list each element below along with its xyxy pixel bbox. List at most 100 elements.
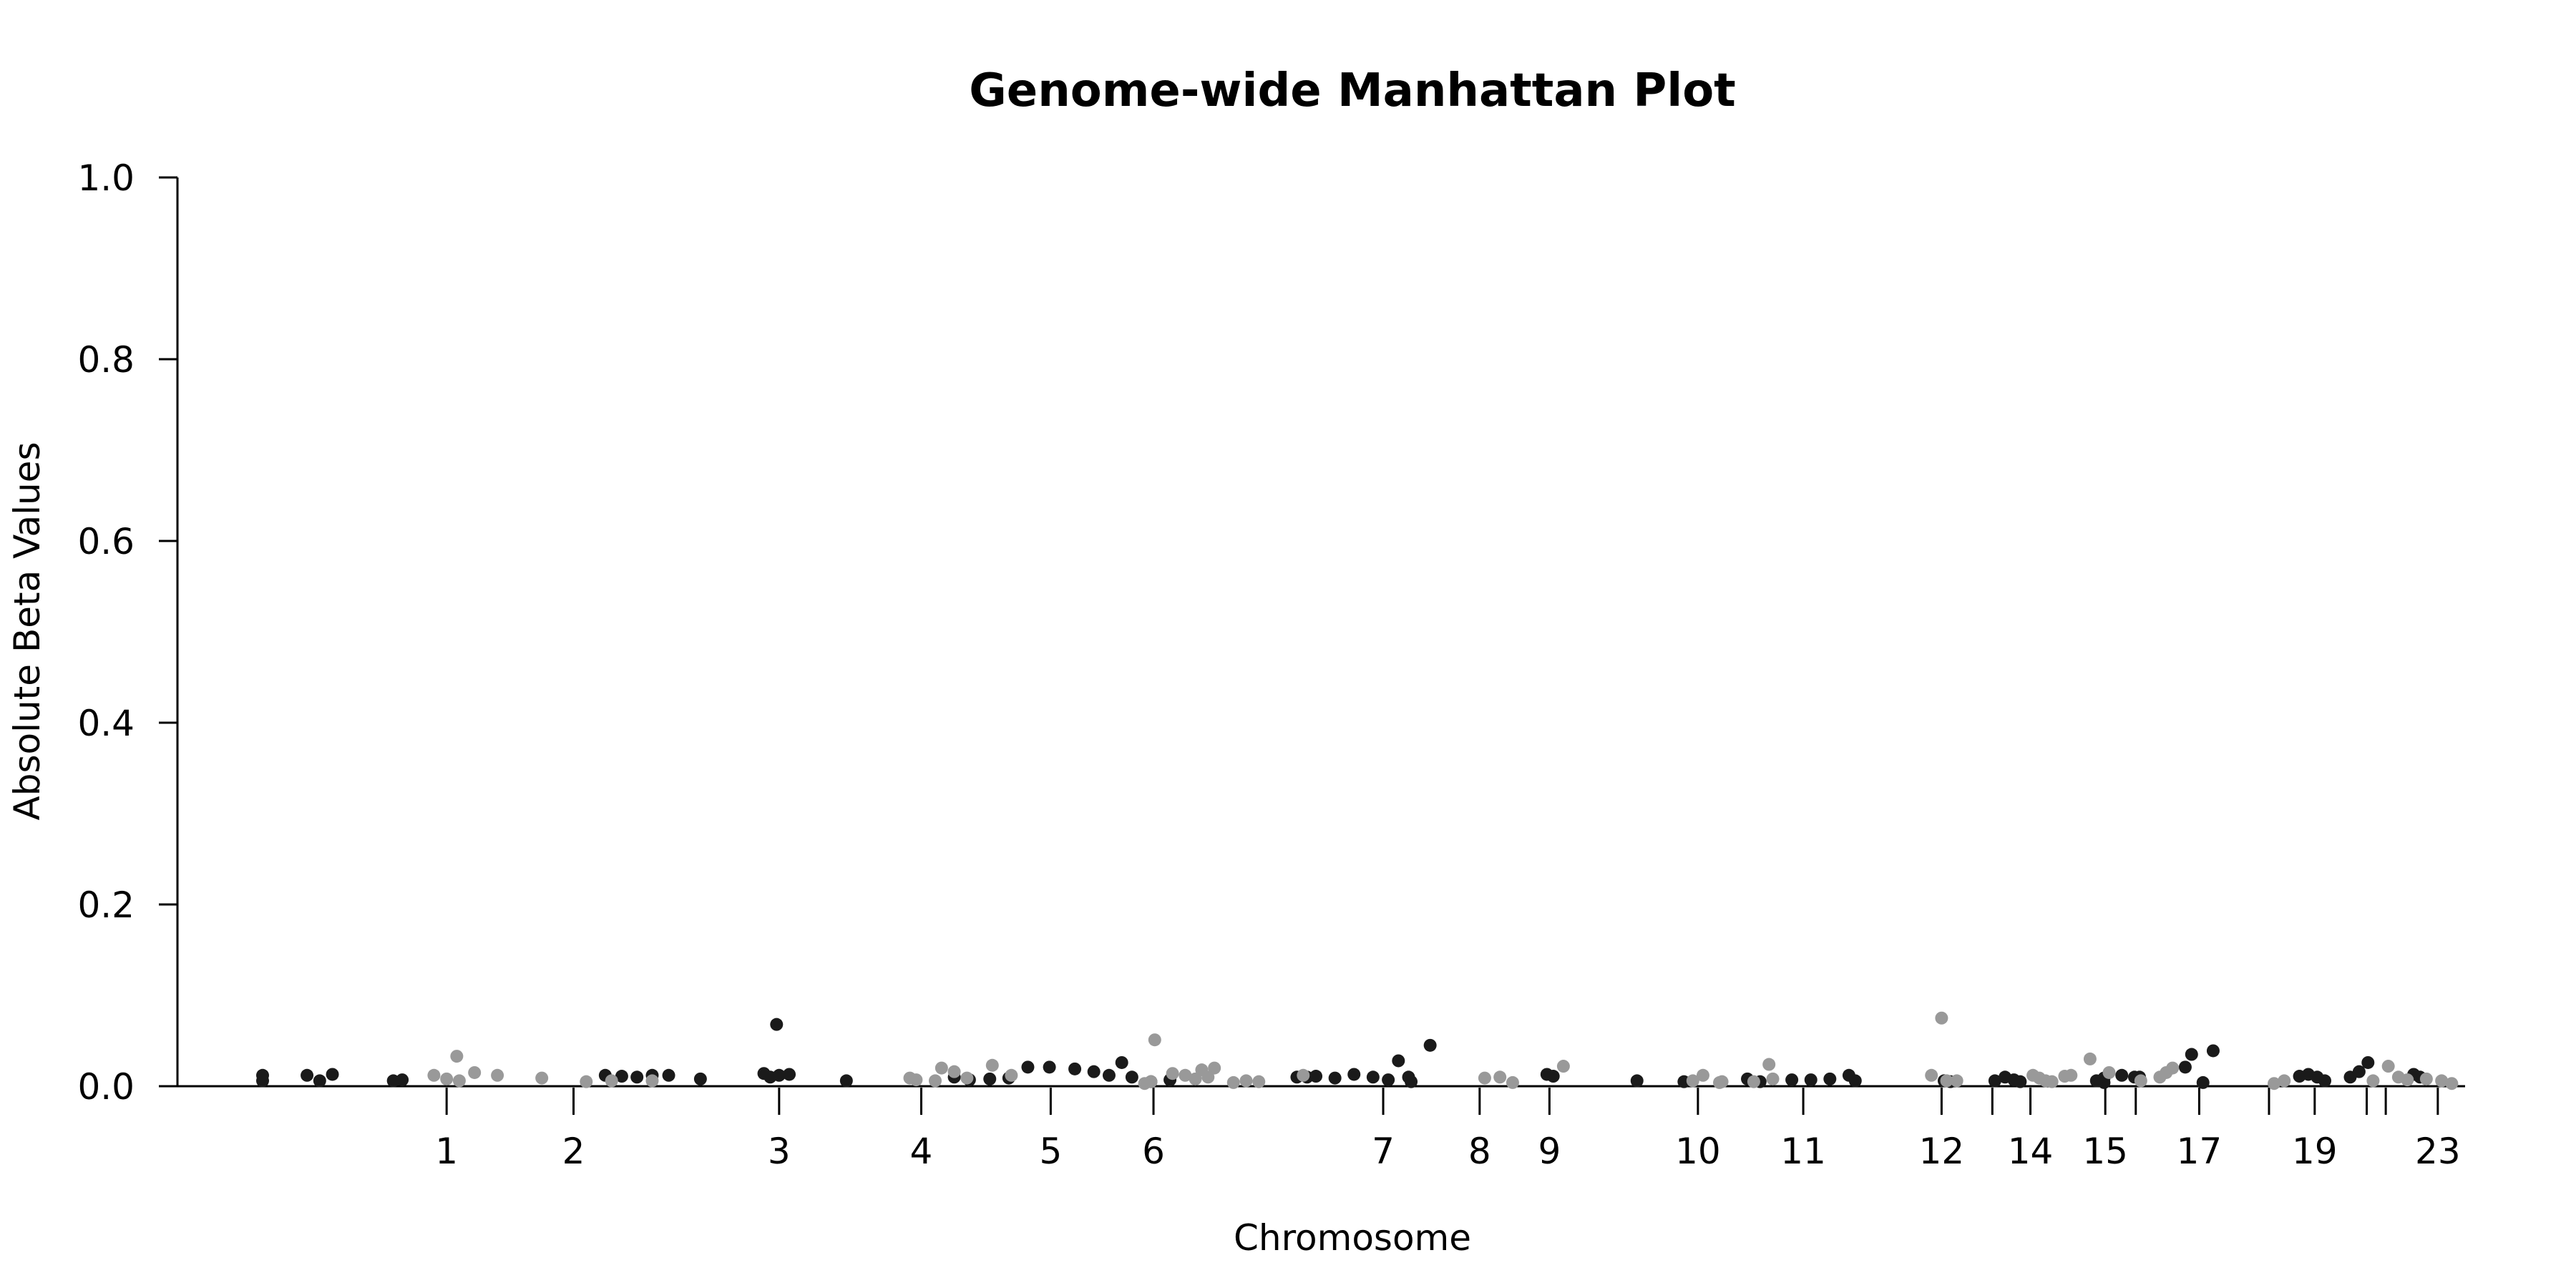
- data-point: [2083, 1052, 2097, 1065]
- data-point: [985, 1058, 999, 1072]
- data-point: [1686, 1074, 1699, 1088]
- x-tick-label: 6: [1142, 1131, 1165, 1172]
- data-point: [2178, 1060, 2192, 1074]
- data-point: [1747, 1075, 1760, 1088]
- data-point: [783, 1068, 796, 1081]
- data-point: [396, 1073, 409, 1087]
- y-tick-label: 0.4: [77, 703, 135, 744]
- data-point: [1382, 1073, 1395, 1087]
- data-point: [2166, 1061, 2180, 1075]
- data-point: [1347, 1068, 1361, 1081]
- data-point: [935, 1061, 948, 1075]
- data-point: [1201, 1070, 1215, 1084]
- data-point: [615, 1070, 628, 1083]
- data-point: [2045, 1075, 2059, 1088]
- y-tick-label: 0.0: [77, 1066, 135, 1108]
- data-point: [2381, 1060, 2395, 1073]
- data-point: [1392, 1054, 1405, 1068]
- data-point: [2361, 1055, 2375, 1069]
- y-tick-label: 0.8: [77, 339, 135, 381]
- data-point: [983, 1072, 997, 1085]
- y-axis-label: Absolute Beta Values: [6, 442, 48, 821]
- data-point: [2102, 1065, 2116, 1079]
- data-point: [2435, 1074, 2449, 1088]
- data-point: [2089, 1074, 2103, 1088]
- data-point: [1309, 1070, 1323, 1083]
- data-point: [468, 1065, 482, 1079]
- data-point: [1823, 1072, 1837, 1085]
- data-point: [535, 1071, 549, 1085]
- data-point: [839, 1074, 853, 1088]
- x-tick-label: 8: [1468, 1131, 1491, 1172]
- data-point: [326, 1068, 339, 1081]
- data-point: [1925, 1068, 1938, 1082]
- data-point: [1328, 1071, 1342, 1085]
- data-point: [2445, 1077, 2459, 1091]
- data-point: [693, 1072, 707, 1085]
- data-point: [2318, 1074, 2332, 1088]
- data-point: [1366, 1070, 1380, 1084]
- data-point: [2007, 1073, 2021, 1087]
- y-tick-label: 0.2: [77, 884, 135, 926]
- data-point: [1940, 1074, 1953, 1088]
- data-point: [1988, 1074, 2001, 1088]
- data-point: [2185, 1048, 2198, 1061]
- data-point: [1087, 1065, 1101, 1078]
- data-point: [1166, 1067, 1179, 1080]
- x-tick-label: 19: [2292, 1131, 2338, 1172]
- data-point: [1005, 1068, 1018, 1082]
- data-point: [2206, 1044, 2220, 1058]
- x-tick-label: 9: [1538, 1131, 1561, 1172]
- data-point: [2115, 1068, 2129, 1082]
- data-point: [2278, 1074, 2291, 1088]
- data-point: [1696, 1068, 1709, 1082]
- data-point: [772, 1068, 786, 1082]
- data-point: [1506, 1075, 1519, 1089]
- data-point: [1546, 1070, 1560, 1083]
- x-tick-label: 1: [435, 1131, 458, 1172]
- data-point: [1478, 1071, 1491, 1085]
- data-point: [605, 1074, 618, 1088]
- data-point: [928, 1074, 942, 1088]
- data-point: [427, 1068, 441, 1082]
- data-point: [1208, 1061, 1221, 1075]
- x-tick-label: 14: [2008, 1131, 2054, 1172]
- data-point: [2064, 1068, 2078, 1082]
- data-point: [2401, 1073, 2414, 1087]
- data-point: [1630, 1074, 1644, 1088]
- data-points: [256, 1011, 2459, 1091]
- x-tick-label: 23: [2415, 1131, 2461, 1172]
- data-point: [1423, 1038, 1437, 1052]
- data-point: [1848, 1074, 1862, 1088]
- data-point: [630, 1070, 644, 1084]
- chart-title: Genome-wide Manhattan Plot: [969, 64, 1736, 117]
- data-point: [1766, 1072, 1780, 1085]
- data-point: [1252, 1075, 1266, 1088]
- data-point: [2352, 1065, 2366, 1078]
- data-point: [580, 1075, 593, 1088]
- data-point: [1762, 1058, 1776, 1071]
- data-point: [2366, 1074, 2380, 1088]
- data-point: [301, 1068, 314, 1082]
- data-point: [1068, 1062, 1082, 1075]
- data-point: [1021, 1060, 1035, 1074]
- data-point: [1125, 1070, 1138, 1084]
- data-point: [662, 1068, 675, 1082]
- data-point: [2134, 1074, 2147, 1088]
- data-point: [1239, 1074, 1253, 1088]
- data-point: [1138, 1077, 1151, 1091]
- data-point: [2268, 1077, 2281, 1091]
- data-point: [1189, 1072, 1202, 1085]
- data-point: [2196, 1075, 2210, 1089]
- x-tick-label: 17: [2177, 1131, 2223, 1172]
- data-point: [645, 1074, 659, 1088]
- data-point: [1804, 1073, 1818, 1087]
- data-point: [909, 1073, 923, 1087]
- x-tick-label: 4: [910, 1131, 933, 1172]
- y-ticks: 0.0 0.2 0.4 0.6 0.8 1.0: [77, 157, 177, 1108]
- data-point: [947, 1065, 961, 1078]
- x-tick-label: 11: [1780, 1131, 1826, 1172]
- x-axis-label: Chromosome: [1234, 1217, 1471, 1259]
- data-point: [1297, 1068, 1310, 1082]
